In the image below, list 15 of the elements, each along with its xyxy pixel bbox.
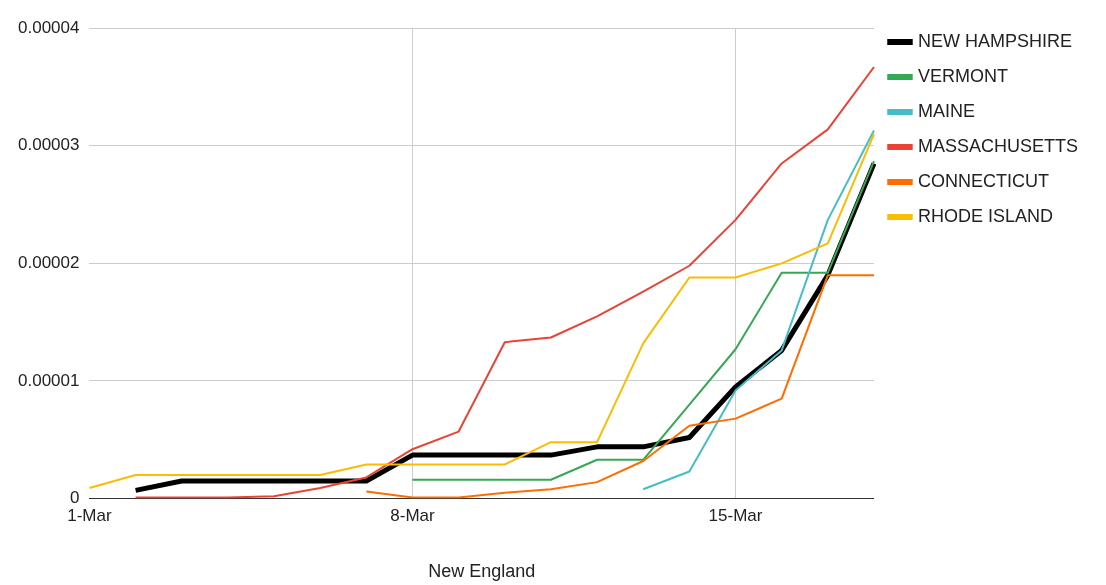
legend-label: CONNECTICUT [917, 170, 1049, 191]
y-tick-label: 0.00003 [18, 135, 80, 155]
x-tick-label: 15-Mar [708, 506, 763, 526]
x-tick-label: 8-Mar [390, 506, 436, 526]
y-tick-label: 0 [69, 488, 80, 508]
x-tick-label: 1-Mar [67, 506, 112, 526]
x-axis-title: New England [428, 560, 536, 581]
legend-label: VERMONT [917, 65, 1008, 86]
y-tick-label: 0.00002 [18, 253, 80, 273]
legend-label: RHODE ISLAND [917, 205, 1054, 226]
y-tick-label: 0.00001 [18, 370, 80, 390]
legend-label: MAINE [917, 100, 975, 121]
legend-label: NEW HAMPSHIRE [917, 30, 1072, 51]
legend-label: MASSACHUSETTS [917, 135, 1079, 156]
y-tick-label: 0.00004 [18, 17, 80, 37]
